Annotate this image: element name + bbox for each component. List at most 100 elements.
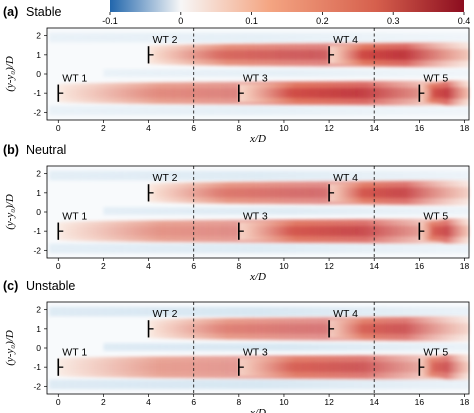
y-tick-label: 0 — [36, 343, 41, 353]
y-axis-label: (y-y₀)/D — [4, 56, 16, 92]
x-tick-label: 2 — [101, 261, 106, 271]
colorbar-tick-label: 0.1 — [245, 16, 258, 26]
x-tick-label: 12 — [324, 397, 334, 407]
turbine-label: WT 1 — [62, 347, 87, 359]
x-axis-label: x/D — [249, 271, 266, 283]
x-tick-label: 6 — [191, 123, 196, 133]
y-tick-label: 1 — [36, 324, 41, 334]
turbine-label: WT 1 — [62, 211, 87, 223]
y-tick-label: -1 — [33, 226, 41, 236]
wake-core — [335, 323, 469, 335]
wake-core — [335, 187, 469, 199]
wake-core — [244, 361, 469, 373]
x-tick-label: 6 — [191, 397, 196, 407]
turbine-label: WT 2 — [153, 172, 178, 184]
y-tick-label: 2 — [36, 305, 41, 315]
x-tick-label: 8 — [236, 261, 241, 271]
panel-tag: (a) — [3, 5, 18, 19]
y-tick-label: -1 — [33, 88, 41, 98]
x-tick-label: 4 — [146, 123, 151, 133]
wake-core — [425, 361, 469, 373]
x-tick-label: 18 — [460, 123, 470, 133]
wake-core — [244, 225, 469, 237]
wake-core — [335, 49, 469, 61]
turbine-label: WT 3 — [243, 73, 268, 85]
speedup-band — [49, 306, 469, 317]
y-axis-label: (y-y₀)/D — [4, 330, 16, 366]
speedup-band — [49, 105, 469, 116]
panel-condition: Neutral — [26, 143, 66, 157]
speedup-band — [49, 32, 469, 43]
x-tick-label: 10 — [279, 397, 289, 407]
panel-tag: (b) — [3, 143, 19, 157]
wake-core — [244, 87, 469, 99]
panel-tag: (c) — [3, 279, 18, 293]
x-tick-label: 18 — [460, 397, 470, 407]
speedup-band — [103, 69, 469, 77]
wake-core — [425, 87, 469, 99]
colorbar-tick-label: -0.1 — [102, 16, 118, 26]
y-tick-label: 2 — [36, 169, 41, 179]
x-tick-label: 18 — [460, 261, 470, 271]
colorbar: -0.1 0 0.1 0.2 0.3 0.4 — [102, 0, 470, 26]
speedup-band — [49, 379, 469, 390]
x-tick-label: 8 — [236, 397, 241, 407]
x-tick-label: 16 — [415, 123, 425, 133]
y-tick-label: -2 — [33, 245, 41, 255]
y-tick-label: -2 — [33, 381, 41, 391]
x-tick-label: 16 — [415, 397, 425, 407]
colorbar-gradient — [110, 0, 464, 12]
turbine-label: WT 3 — [243, 211, 268, 223]
colorbar-tick-label: 0.3 — [387, 16, 400, 26]
speedup-band — [103, 343, 469, 351]
turbine-label: WT 4 — [333, 34, 358, 46]
x-tick-label: 8 — [236, 123, 241, 133]
x-tick-label: 14 — [369, 397, 379, 407]
speedup-band — [103, 207, 469, 215]
turbine-label: WT 2 — [153, 308, 178, 320]
y-tick-label: 1 — [36, 188, 41, 198]
colorbar-tick-label: 0.4 — [458, 16, 471, 26]
turbine-label: WT 5 — [423, 347, 448, 359]
x-tick-label: 12 — [324, 123, 334, 133]
y-tick-label: -2 — [33, 107, 41, 117]
panel-condition: Stable — [26, 5, 61, 19]
turbine-label: WT 2 — [153, 34, 178, 46]
colorbar-tick-label: 0 — [178, 16, 183, 26]
x-tick-label: 10 — [279, 261, 289, 271]
x-tick-label: 0 — [56, 261, 61, 271]
x-tick-label: 14 — [369, 261, 379, 271]
x-tick-label: 2 — [101, 123, 106, 133]
speedup-band — [49, 170, 469, 181]
x-tick-label: 4 — [146, 397, 151, 407]
x-tick-label: 10 — [279, 123, 289, 133]
x-tick-label: 4 — [146, 261, 151, 271]
turbine-label: WT 1 — [62, 73, 87, 85]
y-tick-label: 0 — [36, 69, 41, 79]
speedup-band — [49, 243, 469, 254]
wake-core — [425, 225, 469, 237]
x-tick-label: 14 — [369, 123, 379, 133]
y-tick-label: -1 — [33, 362, 41, 372]
y-axis-label: (y-y₀)/D — [4, 194, 16, 230]
colorbar-tick-label: 0.2 — [316, 16, 329, 26]
turbine-label: WT 4 — [333, 308, 358, 320]
x-axis-label: x/D — [249, 407, 266, 413]
y-tick-label: 1 — [36, 50, 41, 60]
turbine-label: WT 4 — [333, 172, 358, 184]
turbine-label: WT 5 — [423, 211, 448, 223]
x-tick-label: 6 — [191, 261, 196, 271]
panel-condition: Unstable — [26, 279, 75, 293]
y-tick-label: 2 — [36, 31, 41, 41]
x-tick-label: 2 — [101, 397, 106, 407]
x-tick-label: 0 — [56, 397, 61, 407]
x-tick-label: 16 — [415, 261, 425, 271]
y-tick-label: 0 — [36, 207, 41, 217]
turbine-label: WT 3 — [243, 347, 268, 359]
x-axis-label: x/D — [249, 133, 266, 145]
x-tick-label: 12 — [324, 261, 334, 271]
